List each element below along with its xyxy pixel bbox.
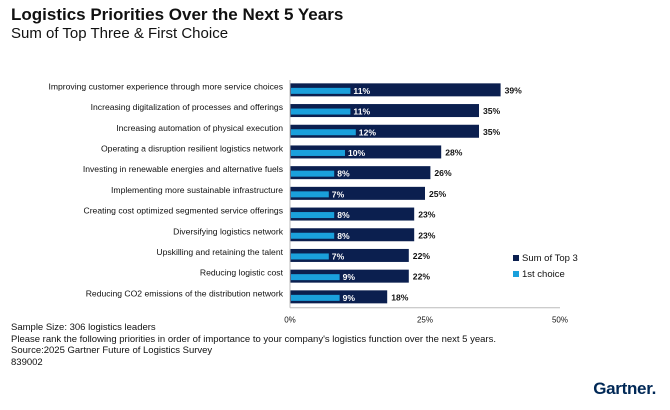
bar-first-choice [291, 87, 351, 94]
data-label-first-choice: 8% [337, 210, 350, 220]
data-label-first-choice: 8% [337, 169, 350, 179]
data-label-first-choice: 12% [359, 127, 377, 137]
data-label-sum-top3: 39% [505, 85, 523, 95]
data-label-first-choice: 7% [332, 251, 345, 261]
bar-first-choice [291, 191, 329, 198]
data-label-sum-top3: 23% [418, 210, 436, 220]
category-label: Implementing more sustainable infrastruc… [111, 185, 283, 195]
question-note: Please rank the following priorities in … [11, 333, 496, 345]
x-tick-label: 50% [552, 316, 568, 325]
bar-first-choice [291, 108, 351, 115]
source-note: Source:2025 Gartner Future of Logistics … [11, 345, 213, 356]
category-label: Increasing automation of physical execut… [116, 123, 283, 133]
sample-size-note: Sample Size: 306 logistics leaders [11, 322, 156, 333]
data-label-sum-top3: 25% [429, 189, 447, 199]
data-label-first-choice: 11% [353, 107, 370, 117]
category-label: Increasing digitalization of processes a… [91, 102, 283, 112]
category-label: Reducing logistic cost [200, 268, 284, 278]
data-label-sum-top3: 35% [483, 127, 501, 137]
data-label-sum-top3: 28% [445, 147, 463, 157]
x-tick-label: 0% [284, 316, 296, 325]
x-tick-label: 25% [417, 316, 433, 325]
chart-subtitle: Sum of Top Three & First Choice [11, 25, 229, 42]
legend-swatch [513, 255, 519, 261]
data-label-first-choice: 8% [337, 231, 350, 241]
bar-first-choice [291, 253, 329, 260]
data-label-sum-top3: 26% [434, 168, 452, 178]
id-note: 839002 [11, 356, 43, 368]
data-label-sum-top3: 18% [391, 292, 409, 302]
legend-swatch [513, 271, 519, 277]
chart-title: Logistics Priorities Over the Next 5 Yea… [11, 5, 344, 24]
data-label-sum-top3: 23% [418, 230, 436, 240]
data-label-sum-top3: 22% [413, 272, 431, 282]
data-label-sum-top3: 35% [483, 106, 501, 116]
legend-label: 1st choice [522, 269, 565, 280]
data-label-first-choice: 9% [343, 272, 356, 282]
bar-first-choice [291, 212, 335, 219]
data-label-sum-top3: 22% [413, 251, 431, 261]
bar-first-choice [291, 129, 356, 136]
bar-first-choice [291, 294, 340, 301]
footnotes: Sample Size: 306 logistics leaders Pleas… [11, 322, 496, 368]
category-label: Reducing CO2 emissions of the distributi… [86, 288, 284, 298]
gartner-logo: Gartner. [593, 379, 656, 398]
category-label: Improving customer experience through mo… [48, 81, 283, 91]
data-label-first-choice: 7% [332, 189, 345, 199]
category-label: Upskilling and retaining the talent [156, 247, 283, 257]
category-label: Investing in renewable energies and alte… [83, 164, 283, 174]
legend-label: Sum of Top 3 [522, 253, 578, 264]
category-label: Creating cost optimized segmented servic… [83, 206, 283, 216]
category-label: Diversifying logistics network [173, 226, 284, 236]
bar-first-choice [291, 170, 335, 177]
bar-first-choice [291, 232, 335, 239]
data-label-first-choice: 10% [348, 148, 366, 158]
bar-first-choice [291, 274, 340, 281]
data-label-first-choice: 11% [353, 86, 370, 96]
category-label: Operating a disruption resilient logisti… [101, 143, 284, 153]
data-label-first-choice: 9% [343, 293, 356, 303]
bar-first-choice [291, 149, 345, 156]
